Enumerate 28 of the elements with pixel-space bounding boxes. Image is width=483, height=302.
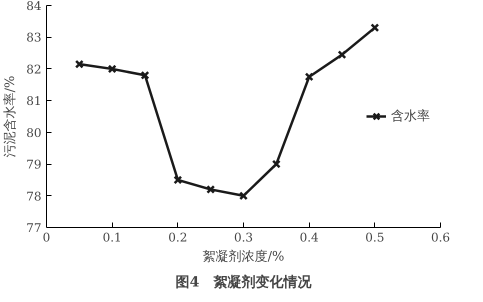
x-axis-title: 絮凝剂浓度/% <box>202 248 284 264</box>
point <box>206 185 216 194</box>
y-tick-label: 83 <box>26 30 42 45</box>
point <box>304 72 314 82</box>
y-tick-label: 82 <box>26 62 42 76</box>
caption: 图4 絮凝剂变化情况 <box>176 274 312 290</box>
y-tick-label: 77 <box>26 221 42 235</box>
x-tick-label: 0.5 <box>365 230 384 244</box>
point <box>74 60 84 69</box>
x-tick-label: 0.3 <box>234 230 254 244</box>
y-tick-label: 84 <box>26 0 42 13</box>
point <box>140 70 150 80</box>
x-tick-label: 0.6 <box>430 230 450 244</box>
x-tick-label: 0.1 <box>102 230 122 244</box>
legend-label: 含水率 <box>391 108 430 125</box>
y-tick-label: 79 <box>26 158 42 172</box>
point <box>108 64 117 74</box>
x-tick-label: 0 <box>42 230 50 244</box>
y-axis-title: 污泥含水率/% <box>2 76 18 158</box>
point <box>272 160 281 169</box>
point <box>239 191 248 200</box>
point <box>338 50 346 60</box>
y-tick-label: 78 <box>26 189 42 204</box>
y-tick-label: 81 <box>26 94 42 108</box>
x-tick-label: 0.2 <box>168 230 188 244</box>
x-tick-label: 0.4 <box>300 230 320 244</box>
point <box>173 175 182 184</box>
y-tick-label: 80 <box>26 126 42 140</box>
